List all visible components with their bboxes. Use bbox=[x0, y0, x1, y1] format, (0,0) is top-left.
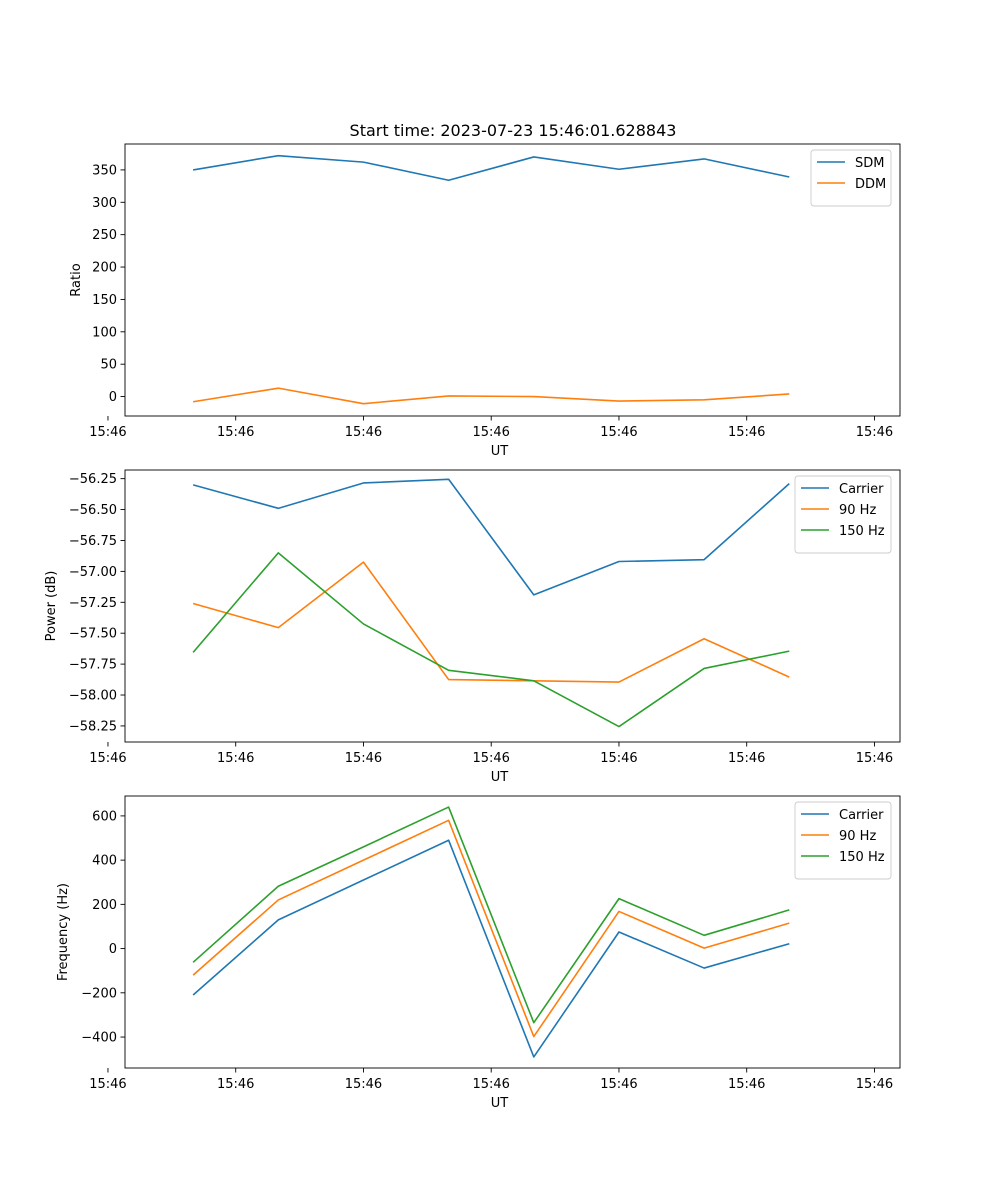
panel-2-axes-frame bbox=[124, 469, 901, 743]
chart-panels: 15:46 15:46 15:46 15:46 15:46 15:46 15:46 0 50 10… bbox=[44, 143, 901, 1111]
panel-2-y-tick-label: −56.75 bbox=[69, 534, 117, 549]
panel-3-x-tick-label: 15:46 bbox=[89, 1077, 126, 1092]
panel-3-x-tick-label: 15:46 bbox=[856, 1077, 893, 1092]
panel-2-x-tick-label: 15:46 bbox=[217, 751, 254, 766]
panel-1-x-tick-label: 15:46 bbox=[856, 425, 893, 440]
panel-3-x-tick-label: 15:46 bbox=[345, 1077, 382, 1092]
panel-2-legend-label-carrier: Carrier bbox=[839, 482, 884, 497]
panel-1-x-tick-label: 15:46 bbox=[728, 425, 765, 440]
panel-3-series-line-90-hz bbox=[192, 819, 790, 1038]
panel-3-y-tick-label: −200 bbox=[81, 986, 117, 1001]
panel-3-series-line-150-hz bbox=[192, 806, 790, 1024]
panel-1-y-tick-label: 350 bbox=[92, 163, 117, 178]
panel-2-legend-box bbox=[794, 475, 892, 554]
panel-1: 15:46 15:46 15:46 15:46 15:46 15:46 15:46 0 50 10… bbox=[69, 143, 901, 459]
panel-1-x-tick-label: 15:46 bbox=[89, 425, 126, 440]
panel-3-legend-label-150-hz: 150 Hz bbox=[839, 850, 885, 865]
panel-1-legend-label-sdm: SDM bbox=[855, 156, 884, 171]
panel-2-x-tick-label: 15:46 bbox=[472, 751, 509, 766]
panel-2-y-tick-label: −57.00 bbox=[69, 565, 117, 580]
panel-1-y-tick-label: 50 bbox=[100, 358, 117, 373]
panel-3-legend-label-carrier: Carrier bbox=[839, 808, 884, 823]
panel-1-y-tick-label: 150 bbox=[92, 293, 117, 308]
panel-1-x-tick-label: 15:46 bbox=[217, 425, 254, 440]
panel-1-y-tick-label: 300 bbox=[92, 196, 117, 211]
panel-2-y-tick-label: −58.00 bbox=[69, 689, 117, 704]
figure-title: Start time: 2023-07-23 15:46:01.628843 bbox=[350, 121, 677, 140]
panel-1-y-tick-label: 100 bbox=[92, 325, 117, 340]
panel-1-x-tick-label: 15:46 bbox=[472, 425, 509, 440]
panel-2-x-tick-label: 15:46 bbox=[856, 751, 893, 766]
panel-3-x-tick-label: 15:46 bbox=[728, 1077, 765, 1092]
panel-3-x-tick-label: 15:46 bbox=[217, 1077, 254, 1092]
panel-2-y-tick-label: −56.50 bbox=[69, 503, 117, 518]
panel-2-y-tick-label: −57.25 bbox=[69, 596, 117, 611]
panel-1-y-tick-label: 200 bbox=[92, 261, 117, 276]
panel-3-x-tick-label: 15:46 bbox=[600, 1077, 637, 1092]
panel-2: 15:46 15:46 15:46 15:46 15:46 15:46 15:46 −58.2… bbox=[44, 469, 901, 785]
panel-2-y-axis-label: Power (dB) bbox=[44, 571, 59, 642]
panel-3-axes-frame bbox=[124, 795, 901, 1069]
panel-2-legend-label-150-hz: 150 Hz bbox=[839, 524, 885, 539]
panel-1-series-line-ddm bbox=[193, 387, 790, 405]
panel-2-y-tick-label: −57.75 bbox=[69, 658, 117, 673]
panel-3-series-line-carrier bbox=[192, 839, 790, 1058]
panel-1-x-tick-label: 15:46 bbox=[600, 425, 637, 440]
panel-3-y-tick-label: 200 bbox=[92, 898, 117, 913]
panel-3-y-axis-label: Frequency (Hz) bbox=[56, 883, 71, 981]
panel-1-axes-frame bbox=[124, 143, 901, 417]
panel-1-y-tick-label: 0 bbox=[109, 390, 117, 405]
panel-2-x-tick-label: 15:46 bbox=[600, 751, 637, 766]
panel-3-legend-label-90-hz: 90 Hz bbox=[839, 829, 876, 844]
panel-1-legend-label-ddm: DDM bbox=[855, 177, 886, 192]
panel-2-x-tick-label: 15:46 bbox=[345, 751, 382, 766]
panel-1-x-tick-label: 15:46 bbox=[345, 425, 382, 440]
panel-2-series-line-90-hz bbox=[192, 561, 790, 683]
panel-2-x-tick-label: 15:46 bbox=[728, 751, 765, 766]
panel-1-series-line-sdm bbox=[192, 154, 790, 182]
panel-1-y-axis-label: Ratio bbox=[69, 263, 84, 296]
panel-2-y-tick-label: −57.50 bbox=[69, 627, 117, 642]
panel-3-y-tick-label: −400 bbox=[81, 1031, 117, 1046]
panel-1-x-axis-label: UT bbox=[491, 444, 509, 459]
panel-2-y-tick-label: −58.25 bbox=[69, 719, 117, 734]
panel-3-x-tick-label: 15:46 bbox=[472, 1077, 509, 1092]
panel-3-y-tick-label: 600 bbox=[92, 809, 117, 824]
panel-3: 15:46 15:46 15:46 15:46 15:46 15:46 15:46 −400 −… bbox=[56, 795, 901, 1111]
panel-2-legend-label-90-hz: 90 Hz bbox=[839, 503, 876, 518]
panel-2-series-line-carrier bbox=[192, 478, 790, 596]
panel-1-legend-box bbox=[810, 149, 892, 207]
panel-3-y-tick-label: 400 bbox=[92, 854, 117, 869]
panel-2-y-tick-label: −56.25 bbox=[69, 472, 117, 487]
panel-3-y-tick-label: 0 bbox=[109, 942, 117, 957]
panel-3-legend-box bbox=[794, 801, 892, 880]
panel-2-x-tick-label: 15:46 bbox=[89, 751, 126, 766]
panel-2-series-line-150-hz bbox=[192, 552, 790, 728]
panel-2-x-axis-label: UT bbox=[491, 770, 509, 785]
panel-1-y-tick-label: 250 bbox=[92, 228, 117, 243]
panel-3-x-axis-label: UT bbox=[491, 1096, 509, 1111]
